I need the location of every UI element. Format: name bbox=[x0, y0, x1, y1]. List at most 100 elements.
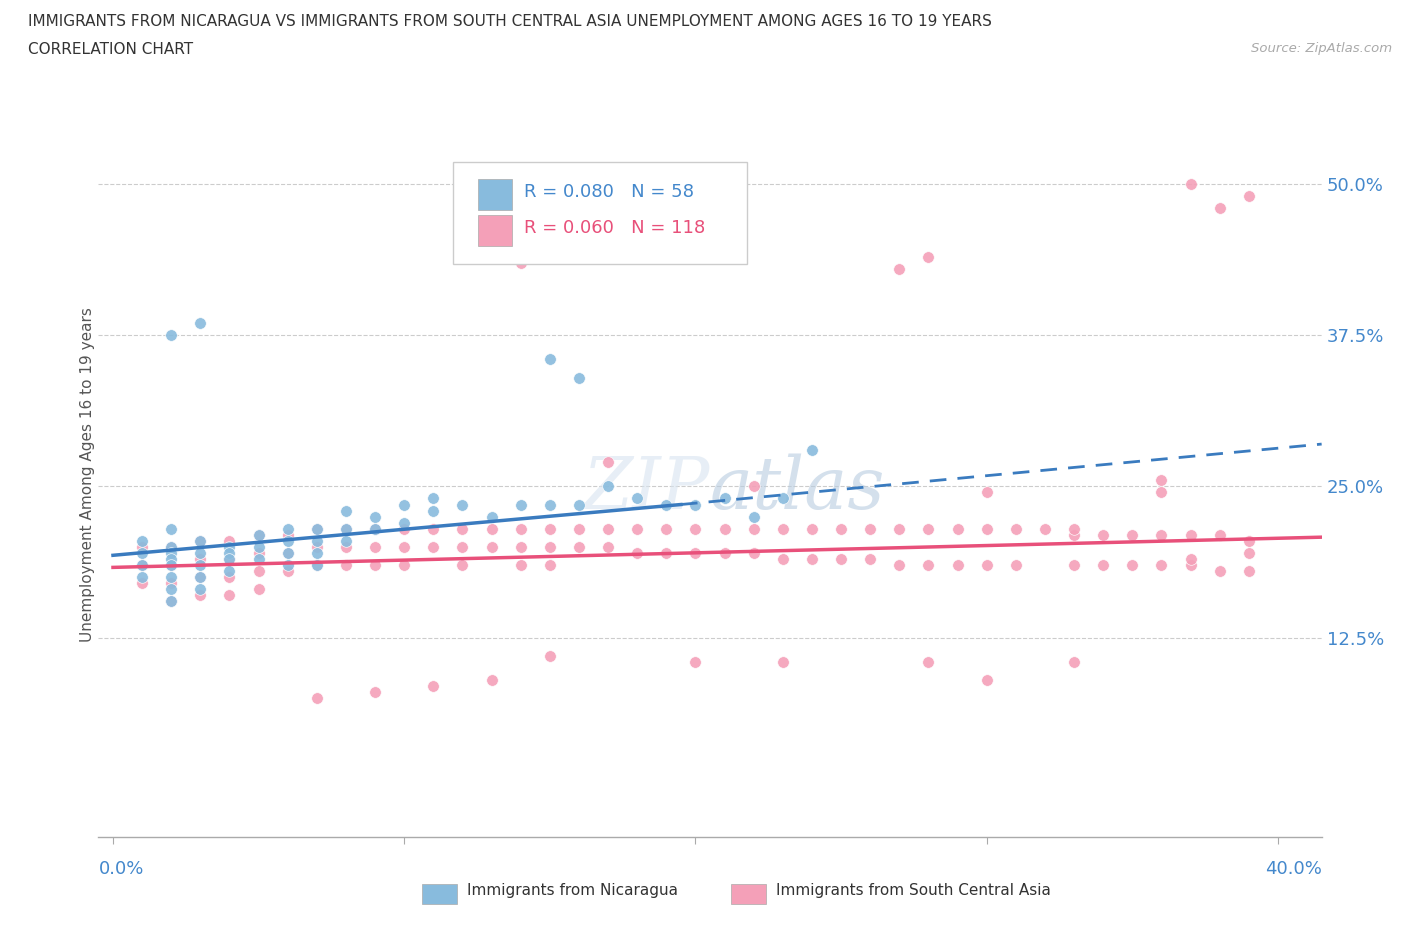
Point bbox=[976, 672, 998, 687]
Point bbox=[917, 521, 939, 536]
Point bbox=[305, 545, 328, 560]
Point bbox=[160, 521, 183, 536]
Point bbox=[335, 521, 357, 536]
Text: 0.0%: 0.0% bbox=[98, 860, 143, 878]
Point bbox=[422, 503, 444, 518]
Point bbox=[277, 564, 299, 578]
Point bbox=[451, 558, 474, 573]
Point bbox=[188, 534, 212, 549]
Point bbox=[598, 479, 620, 494]
Point bbox=[626, 491, 648, 506]
Point bbox=[713, 491, 735, 506]
Point bbox=[801, 521, 824, 536]
Point bbox=[976, 521, 998, 536]
Point bbox=[364, 684, 387, 699]
Text: CORRELATION CHART: CORRELATION CHART bbox=[28, 42, 193, 57]
Point bbox=[451, 539, 474, 554]
Point bbox=[218, 588, 240, 603]
Point bbox=[568, 539, 591, 554]
Point bbox=[131, 539, 153, 554]
Point bbox=[1063, 558, 1085, 573]
Point bbox=[1004, 521, 1026, 536]
Point bbox=[626, 545, 648, 560]
Point bbox=[305, 521, 328, 536]
Point bbox=[131, 534, 153, 549]
Point bbox=[568, 370, 591, 385]
Y-axis label: Unemployment Among Ages 16 to 19 years: Unemployment Among Ages 16 to 19 years bbox=[80, 307, 94, 642]
Point bbox=[247, 551, 270, 566]
Point bbox=[568, 498, 591, 512]
Point bbox=[1208, 201, 1232, 216]
Point bbox=[1237, 534, 1260, 549]
Point bbox=[685, 545, 707, 560]
Point bbox=[305, 558, 328, 573]
Point bbox=[305, 690, 328, 706]
Point bbox=[394, 539, 416, 554]
Point bbox=[742, 521, 765, 536]
Point bbox=[509, 539, 531, 554]
Point bbox=[481, 539, 503, 554]
Point bbox=[277, 534, 299, 549]
Point bbox=[188, 569, 212, 585]
Point bbox=[801, 551, 824, 566]
Point bbox=[305, 558, 328, 573]
FancyBboxPatch shape bbox=[453, 163, 747, 264]
Point bbox=[917, 249, 939, 264]
Point bbox=[451, 521, 474, 536]
Point bbox=[305, 539, 328, 554]
Point bbox=[946, 558, 969, 573]
Text: IMMIGRANTS FROM NICARAGUA VS IMMIGRANTS FROM SOUTH CENTRAL ASIA UNEMPLOYMENT AMO: IMMIGRANTS FROM NICARAGUA VS IMMIGRANTS … bbox=[28, 14, 993, 29]
Text: R = 0.060   N = 118: R = 0.060 N = 118 bbox=[524, 219, 706, 237]
Point bbox=[772, 521, 794, 536]
Point bbox=[626, 521, 648, 536]
Point bbox=[655, 545, 678, 560]
Point bbox=[218, 569, 240, 585]
Point bbox=[188, 551, 212, 566]
Point bbox=[277, 545, 299, 560]
Point bbox=[685, 521, 707, 536]
Point bbox=[685, 498, 707, 512]
Point bbox=[538, 648, 561, 663]
Point bbox=[481, 672, 503, 687]
Point bbox=[1092, 558, 1115, 573]
Point bbox=[713, 521, 735, 536]
Point bbox=[160, 569, 183, 585]
Point bbox=[277, 521, 299, 536]
Point bbox=[305, 534, 328, 549]
Point bbox=[394, 558, 416, 573]
Point bbox=[538, 558, 561, 573]
Point bbox=[160, 594, 183, 609]
Text: R = 0.080   N = 58: R = 0.080 N = 58 bbox=[524, 182, 695, 201]
Text: Immigrants from South Central Asia: Immigrants from South Central Asia bbox=[776, 884, 1052, 898]
Point bbox=[160, 545, 183, 560]
Point bbox=[188, 588, 212, 603]
Point bbox=[335, 521, 357, 536]
Point bbox=[509, 256, 531, 271]
Point bbox=[1150, 485, 1173, 500]
Point bbox=[364, 558, 387, 573]
Point bbox=[218, 534, 240, 549]
Point bbox=[1150, 558, 1173, 573]
Point bbox=[277, 527, 299, 542]
Point bbox=[598, 521, 620, 536]
Point bbox=[946, 521, 969, 536]
Point bbox=[188, 569, 212, 585]
Point bbox=[364, 521, 387, 536]
Point bbox=[131, 545, 153, 560]
Point bbox=[889, 521, 911, 536]
Point bbox=[218, 551, 240, 566]
Point bbox=[1121, 527, 1143, 542]
Point bbox=[335, 558, 357, 573]
Point bbox=[131, 569, 153, 585]
Point bbox=[538, 498, 561, 512]
Point bbox=[218, 545, 240, 560]
Bar bbox=[478, 179, 512, 209]
Point bbox=[1121, 558, 1143, 573]
Point bbox=[772, 655, 794, 670]
Point bbox=[131, 558, 153, 573]
Text: 40.0%: 40.0% bbox=[1265, 860, 1322, 878]
Point bbox=[1063, 655, 1085, 670]
Point bbox=[1208, 527, 1232, 542]
Point bbox=[509, 558, 531, 573]
Point bbox=[422, 679, 444, 694]
